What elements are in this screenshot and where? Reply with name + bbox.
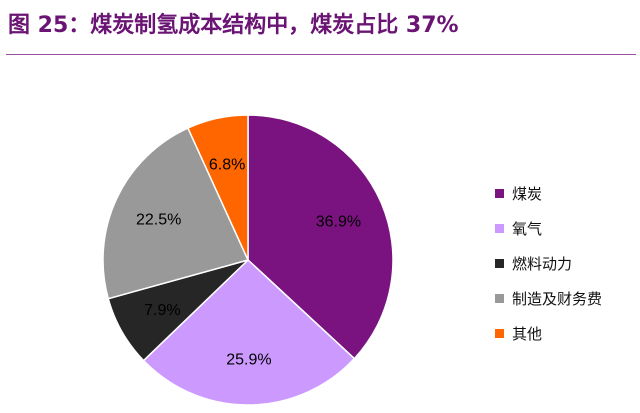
slice-data-label: 7.9% [144, 302, 180, 319]
legend-swatch [495, 259, 504, 268]
legend-label: 氧气 [512, 220, 543, 238]
chart-legend: 煤炭氧气燃料动力制造及财务费 其他 [495, 176, 635, 351]
figure-title: 图 25：煤炭制氢成本结构中，煤炭占比 37% [8, 13, 459, 38]
legend-swatch [495, 224, 504, 233]
legend-label: 制造及财务费 [512, 290, 603, 308]
legend-item: 氧气 [495, 211, 635, 246]
legend-swatch [495, 329, 504, 338]
slice-data-label: 36.9% [316, 214, 361, 231]
pie-slice [186, 114, 249, 261]
pie-slice [142, 258, 356, 406]
legend-item: 煤炭 [495, 176, 635, 211]
legend-item: 制造及财务费 [495, 281, 635, 316]
slice-data-label: 22.5% [136, 211, 181, 228]
legend-label: 煤炭 [512, 185, 543, 203]
legend-swatch [495, 294, 504, 303]
slice-data-label: 6.8% [209, 157, 245, 174]
legend-item: 其他 [495, 316, 635, 351]
title-divider [6, 54, 636, 55]
legend-item: 燃料动力 [495, 246, 635, 281]
legend-swatch [495, 189, 504, 198]
legend-label: 燃料动力 [512, 255, 573, 273]
slice-data-label: 25.9% [226, 352, 271, 369]
pie-slice [102, 127, 250, 300]
legend-label: 其他 [512, 325, 543, 343]
pie-slice [247, 114, 394, 360]
